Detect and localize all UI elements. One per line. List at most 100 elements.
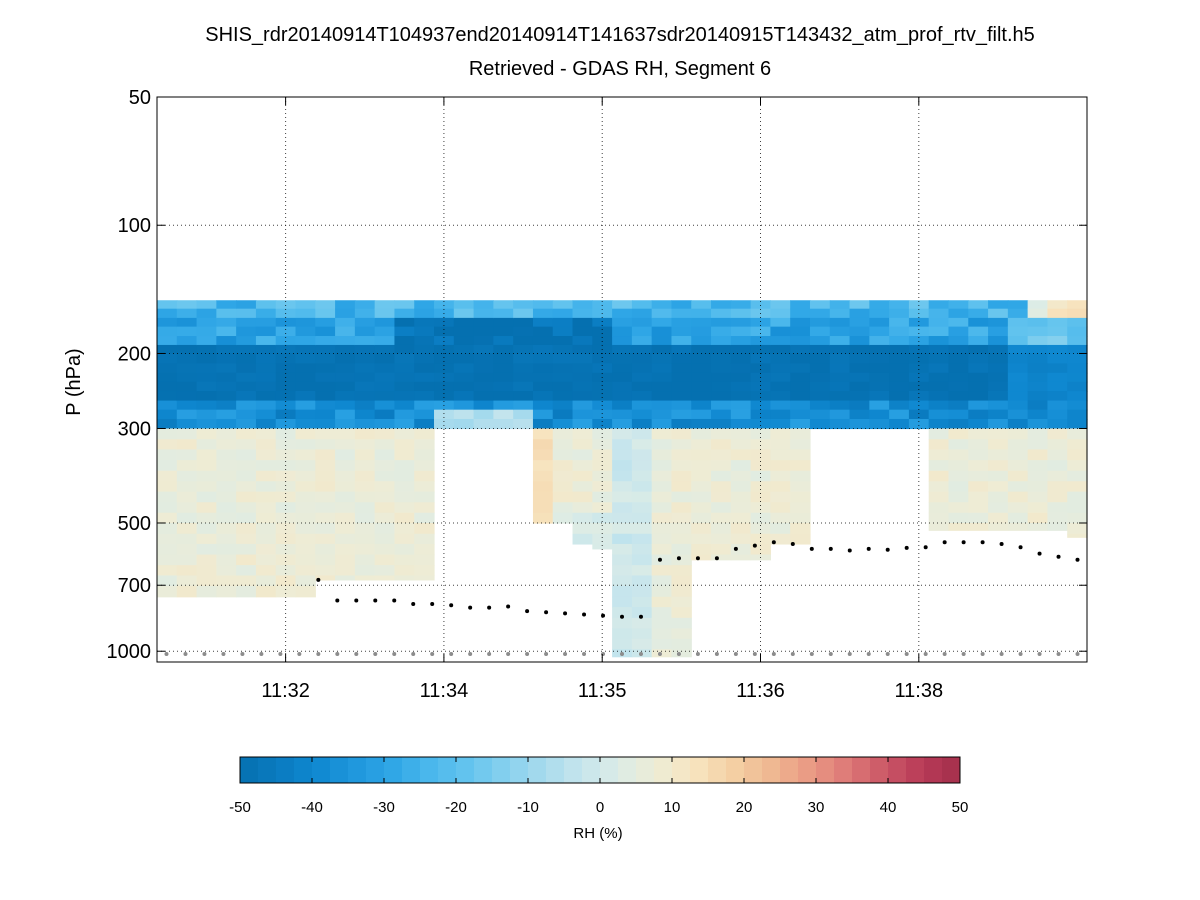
heatmap-cell (176, 336, 198, 346)
heatmap-cell (968, 300, 989, 310)
heatmap-cell (730, 353, 752, 364)
heatmap-cell (255, 409, 277, 420)
heatmap-cell (374, 336, 396, 346)
heatmap-cell (236, 409, 257, 420)
heatmap-cell (809, 344, 831, 355)
heatmap-cell (255, 300, 277, 310)
heatmap-cell (671, 381, 692, 392)
heatmap-cell (988, 481, 1009, 493)
heatmap-cell (374, 554, 396, 566)
heatmap-cell (354, 470, 376, 482)
heatmap-cell (711, 336, 732, 346)
y-tick-label: 100 (118, 215, 151, 237)
heatmap-cell (216, 470, 237, 482)
heatmap-cell (374, 317, 396, 328)
heatmap-cell (572, 336, 593, 346)
heatmap-cell (948, 460, 969, 472)
bottom-marker (487, 651, 492, 656)
heatmap-cell (315, 575, 336, 581)
heatmap-cell (255, 481, 277, 493)
heatmap-cell (889, 300, 910, 310)
heatmap-cell (176, 344, 198, 355)
heatmap-cell (255, 326, 277, 337)
heatmap-cell (730, 326, 752, 337)
heatmap-cell (453, 418, 475, 430)
heatmap-cell (889, 391, 910, 402)
heatmap-cell (730, 308, 752, 319)
bottom-marker (695, 651, 700, 656)
heatmap-cell (790, 372, 811, 383)
colorbar-bin (834, 757, 853, 783)
heatmap-cell (374, 449, 396, 461)
heatmap-cell (750, 481, 772, 493)
heatmap-cell (790, 470, 811, 482)
heatmap-cell (157, 439, 178, 451)
heatmap-cell (157, 300, 178, 310)
heatmap-cell (394, 363, 415, 374)
heatmap-cell (612, 533, 633, 545)
heatmap-cell (988, 409, 1009, 420)
heatmap-cell (1007, 353, 1029, 364)
heatmap-cell (414, 418, 435, 430)
surface-pressure-marker (335, 598, 340, 603)
heatmap-cell (612, 596, 633, 608)
heatmap-cell (473, 372, 494, 383)
heatmap-cell (196, 565, 217, 577)
heatmap-cell (631, 391, 653, 402)
heatmap-cell (255, 512, 277, 524)
heatmap-cell (176, 554, 198, 566)
heatmap-cell (612, 607, 633, 619)
heatmap-cell (236, 512, 257, 524)
heatmap-cell (711, 372, 732, 383)
heatmap-cell (532, 409, 554, 420)
heatmap-cell (255, 372, 277, 383)
heatmap-cell (196, 428, 217, 440)
colorbar-tick-label: -10 (517, 799, 539, 816)
heatmap-cell (750, 300, 772, 310)
heatmap-cell (157, 533, 178, 545)
heatmap-cell (849, 363, 870, 374)
heatmap-cell (1007, 336, 1029, 346)
heatmap-cell (453, 400, 475, 411)
colorbar-tick-label: -40 (301, 799, 323, 816)
heatmap-cell (394, 439, 415, 451)
heatmap-cell (255, 533, 277, 545)
heatmap-cell (255, 363, 277, 374)
heatmap-cell (473, 308, 494, 319)
heatmap-cell (1027, 381, 1049, 392)
heatmap-cell (354, 400, 376, 411)
heatmap-cell (236, 491, 257, 503)
heatmap-cell (315, 460, 336, 472)
heatmap-cell (928, 326, 950, 337)
heatmap-cell (374, 381, 396, 392)
heatmap-cell (849, 353, 870, 364)
heatmap-cell (552, 344, 574, 355)
heatmap-cell (770, 372, 791, 383)
heatmap-cell (532, 460, 554, 472)
heatmap-cell (315, 512, 336, 524)
surface-pressure-marker (638, 614, 643, 619)
heatmap-cell (572, 391, 593, 402)
heatmap-cell (869, 363, 890, 374)
heatmap-cell (354, 418, 376, 430)
heatmap-cell (829, 363, 851, 374)
surface-pressure-marker (563, 611, 568, 616)
heatmap-cell (592, 512, 613, 524)
heatmap-cell (790, 363, 811, 374)
surface-pressure-marker (449, 603, 454, 608)
heatmap-cell (572, 449, 593, 461)
colorbar-tick-label: 20 (736, 799, 753, 816)
heatmap-cell (770, 308, 791, 319)
heatmap-cell (1067, 418, 1088, 430)
heatmap-cell (592, 449, 613, 461)
heatmap-cell (770, 381, 791, 392)
heatmap-cell (730, 336, 752, 346)
heatmap-cell (1067, 400, 1088, 411)
heatmap-cell (750, 317, 772, 328)
heatmap-cell (176, 308, 198, 319)
heatmap-cell (236, 575, 257, 587)
heatmap-cell (612, 491, 633, 503)
heatmap-cell (216, 502, 237, 514)
colorbar-bin (744, 757, 763, 783)
heatmap-cell (295, 460, 316, 472)
